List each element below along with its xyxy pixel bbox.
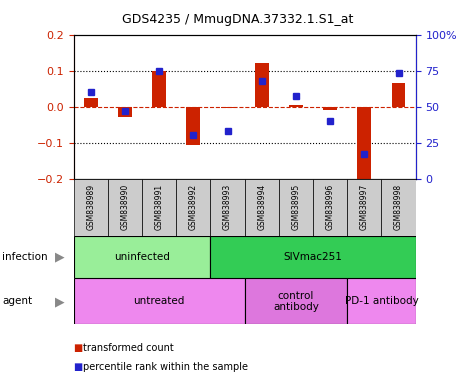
Bar — [347, 179, 381, 236]
Text: GSM838991: GSM838991 — [155, 184, 163, 230]
Text: percentile rank within the sample: percentile rank within the sample — [83, 362, 248, 372]
Text: infection: infection — [2, 252, 48, 262]
Text: ■: ■ — [74, 343, 83, 353]
Text: GSM838990: GSM838990 — [121, 184, 129, 230]
Text: agent: agent — [2, 296, 32, 306]
Text: GSM838992: GSM838992 — [189, 184, 198, 230]
Bar — [289, 105, 303, 107]
Text: GSM838996: GSM838996 — [326, 184, 334, 230]
Text: uninfected: uninfected — [114, 252, 170, 262]
Bar — [74, 179, 108, 236]
Bar — [347, 278, 416, 324]
Text: ■: ■ — [74, 362, 83, 372]
Bar — [74, 236, 210, 278]
Bar — [313, 179, 347, 236]
Bar — [392, 83, 405, 107]
Text: GSM838989: GSM838989 — [86, 184, 95, 230]
Text: ▶: ▶ — [55, 295, 64, 308]
Text: PD-1 antibody: PD-1 antibody — [344, 296, 418, 306]
Bar — [255, 63, 268, 107]
Bar — [381, 179, 416, 236]
Bar — [118, 107, 132, 118]
Text: GSM838993: GSM838993 — [223, 184, 232, 230]
Text: transformed count: transformed count — [83, 343, 174, 353]
Text: ▶: ▶ — [55, 251, 64, 264]
Bar — [279, 179, 313, 236]
Bar — [358, 107, 371, 180]
Bar — [108, 179, 142, 236]
Bar — [84, 98, 97, 107]
Bar — [176, 179, 210, 236]
Text: untreated: untreated — [133, 296, 185, 306]
Text: GSM838995: GSM838995 — [292, 184, 300, 230]
Bar — [142, 179, 176, 236]
Text: GSM838997: GSM838997 — [360, 184, 369, 230]
Bar — [187, 107, 200, 146]
Text: GSM838998: GSM838998 — [394, 184, 403, 230]
Bar — [245, 179, 279, 236]
Bar — [74, 278, 245, 324]
Bar — [323, 107, 337, 110]
Text: GSM838994: GSM838994 — [257, 184, 266, 230]
Bar — [245, 278, 347, 324]
Bar — [210, 236, 416, 278]
Bar — [210, 179, 245, 236]
Bar — [221, 107, 234, 108]
Bar — [152, 71, 166, 107]
Text: control
antibody: control antibody — [273, 291, 319, 312]
Text: SIVmac251: SIVmac251 — [284, 252, 342, 262]
Text: GDS4235 / MmugDNA.37332.1.S1_at: GDS4235 / MmugDNA.37332.1.S1_at — [122, 13, 353, 26]
